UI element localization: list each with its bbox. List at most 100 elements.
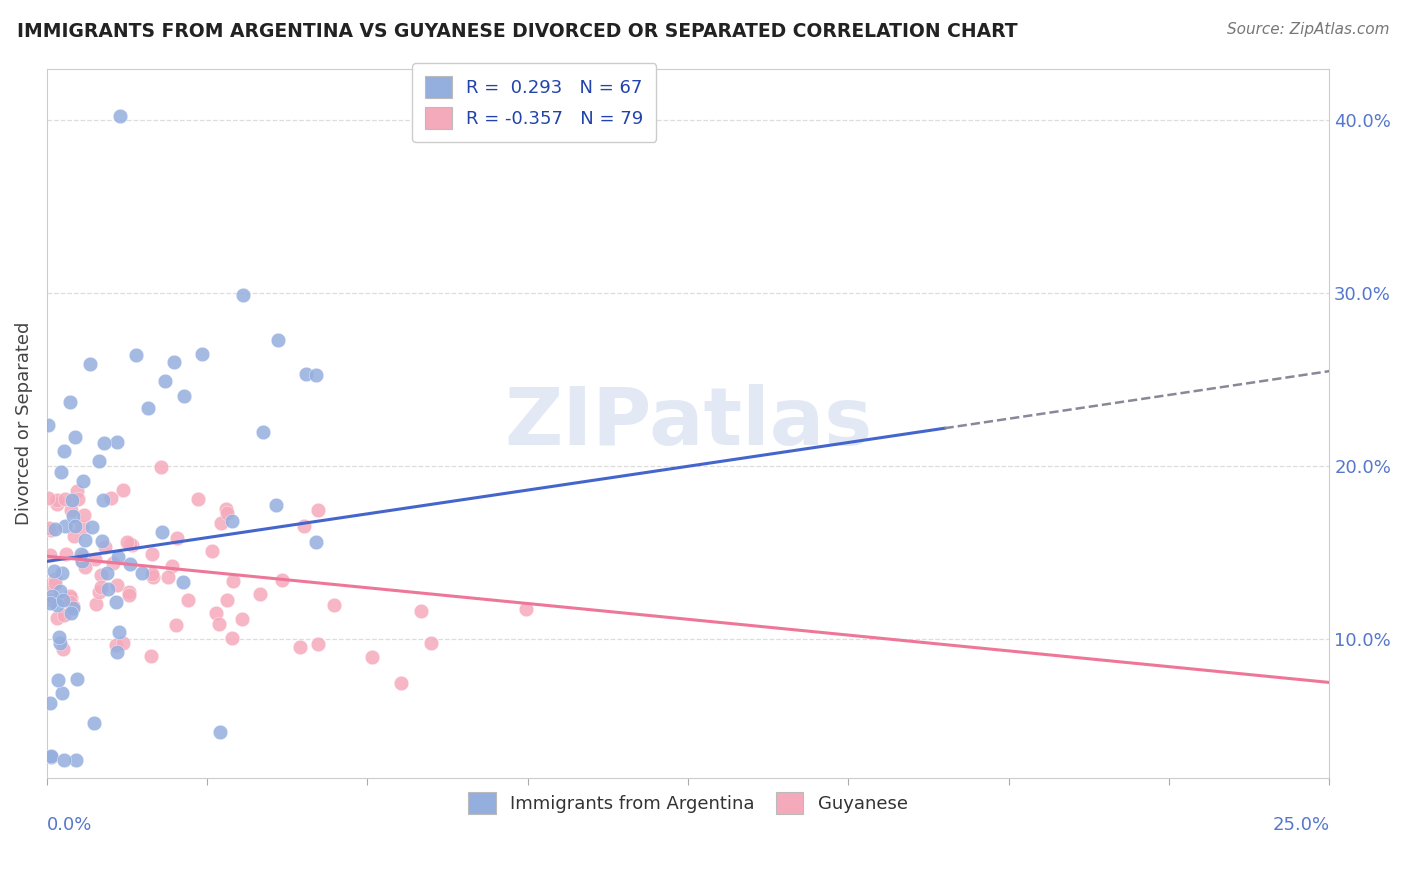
Point — [55, 547, 77, 561]
Point — [60, 591, 83, 606]
Point — [201, 543, 224, 558]
Point — [38, 596, 60, 610]
Point — [60, 492, 83, 507]
Point — [103, 556, 125, 570]
Point — [48, 673, 70, 688]
Point — [51, 686, 73, 700]
Point — [389, 675, 412, 690]
Point — [39, 696, 62, 710]
Point — [60, 606, 83, 620]
Point — [208, 616, 231, 631]
Point — [267, 333, 290, 347]
Point — [84, 552, 107, 566]
Point — [59, 589, 82, 603]
Point — [420, 636, 443, 650]
Point — [141, 566, 163, 581]
Point — [118, 584, 141, 599]
Point — [66, 484, 89, 499]
Point — [44, 575, 66, 590]
Point — [150, 460, 173, 475]
Point — [307, 503, 329, 517]
Point — [108, 625, 131, 640]
Point — [53, 518, 76, 533]
Point — [48, 630, 70, 644]
Point — [104, 638, 127, 652]
Point — [49, 584, 72, 599]
Point — [67, 492, 90, 507]
Point — [270, 573, 292, 587]
Point — [63, 529, 86, 543]
Point — [62, 599, 84, 614]
Point — [93, 492, 115, 507]
Point — [42, 564, 65, 578]
Text: 25.0%: 25.0% — [1272, 815, 1329, 834]
Point — [41, 589, 63, 603]
Point — [45, 599, 67, 613]
Point — [295, 367, 318, 381]
Point — [39, 748, 62, 763]
Point — [65, 753, 87, 767]
Point — [136, 401, 159, 415]
Point — [87, 585, 110, 599]
Point — [41, 593, 63, 607]
Point — [46, 497, 69, 511]
Point — [63, 518, 86, 533]
Point — [75, 560, 97, 574]
Point — [177, 592, 200, 607]
Text: 0.0%: 0.0% — [46, 815, 93, 834]
Point — [163, 354, 186, 368]
Point — [72, 554, 94, 568]
Point — [361, 649, 384, 664]
Point — [124, 348, 146, 362]
Point — [221, 514, 243, 528]
Point — [80, 520, 103, 534]
Point — [108, 109, 131, 123]
Point — [172, 575, 194, 590]
Point — [93, 436, 115, 450]
Text: ZIPatlas: ZIPatlas — [503, 384, 872, 462]
Point — [70, 554, 93, 568]
Point — [96, 566, 118, 580]
Point — [59, 595, 82, 609]
Point — [41, 749, 63, 764]
Point — [60, 502, 83, 516]
Point — [100, 491, 122, 505]
Point — [131, 566, 153, 581]
Point — [84, 597, 107, 611]
Point — [222, 574, 245, 588]
Point — [411, 604, 433, 618]
Point — [37, 418, 59, 433]
Point — [120, 558, 142, 572]
Point — [304, 368, 326, 382]
Point — [72, 474, 94, 488]
Point — [90, 580, 112, 594]
Point — [118, 588, 141, 602]
Point — [52, 753, 75, 767]
Legend: Immigrants from Argentina, Guyanese: Immigrants from Argentina, Guyanese — [461, 785, 915, 822]
Y-axis label: Divorced or Separated: Divorced or Separated — [15, 321, 32, 524]
Point — [51, 466, 73, 480]
Point — [46, 610, 69, 624]
Point — [142, 570, 165, 584]
Point — [79, 357, 101, 371]
Point — [83, 716, 105, 731]
Point — [62, 600, 84, 615]
Point — [107, 549, 129, 564]
Point — [44, 572, 66, 586]
Point — [90, 568, 112, 582]
Point — [41, 593, 63, 607]
Point — [44, 522, 66, 536]
Point — [305, 534, 328, 549]
Point — [39, 523, 62, 537]
Point — [52, 608, 75, 623]
Point — [292, 519, 315, 533]
Point — [53, 491, 76, 506]
Point — [232, 288, 254, 302]
Point — [139, 649, 162, 664]
Point — [94, 540, 117, 554]
Point — [209, 724, 232, 739]
Point — [249, 587, 271, 601]
Point — [105, 645, 128, 659]
Point — [118, 537, 141, 551]
Point — [115, 534, 138, 549]
